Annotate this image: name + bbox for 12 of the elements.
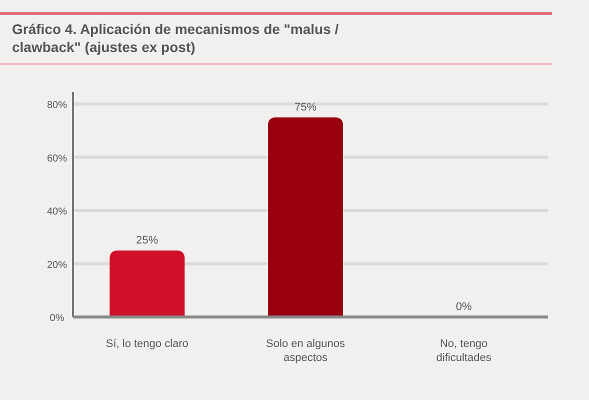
x-tick-label: Sí, lo tengo claro [106, 338, 188, 350]
y-tick-label: 60% [46, 153, 68, 164]
y-tick-label: 40% [46, 206, 68, 218]
y-tick-label: 80% [46, 100, 68, 111]
data-label: 75% [294, 101, 317, 114]
y-tick-label: 20% [46, 260, 68, 271]
x-tick-label: Solo en algunos aspectos [266, 338, 346, 364]
y-tick-label: 0% [50, 313, 64, 324]
x-tick-label: No, tengo dificultades [436, 338, 492, 364]
data-label: 0% [456, 301, 472, 313]
chart-title: Gráfico 4. Aplicación de mecanismos de "malus / clawback" (ajustes ex post) [12, 21, 339, 55]
data-label: 25% [136, 234, 158, 246]
